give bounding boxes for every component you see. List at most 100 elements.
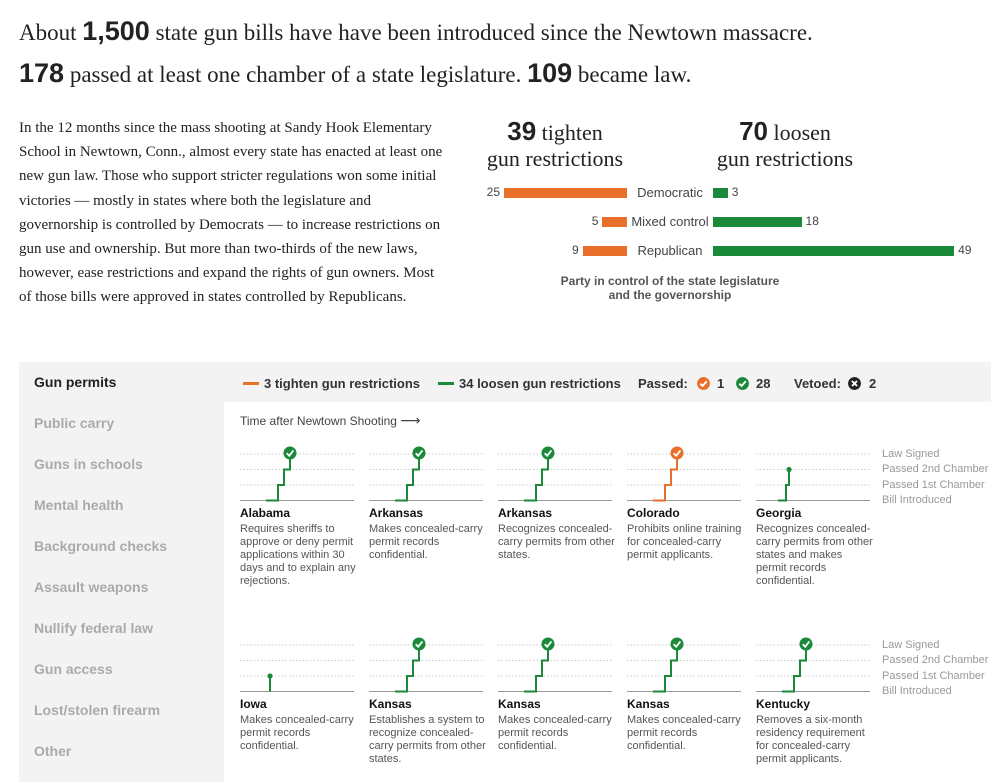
loosen-bar-value: 49 [958, 243, 972, 257]
tighten-bar-value: 25 [486, 185, 500, 199]
bill-progress-chart [498, 446, 612, 502]
stage-label: Passed 1st Chamber [882, 669, 985, 682]
nav-item-assault-weapons[interactable]: Assault weapons [34, 579, 149, 595]
bill-description: Recognizes concealed-carry permits from … [756, 523, 873, 587]
bill-card: Iowa Makes concealed-carry permit records… [240, 637, 358, 777]
bill-description: Recognizes concealed-carry permits from … [498, 523, 615, 561]
bill-progress-line [524, 454, 549, 502]
bill-progress-chart [240, 644, 354, 692]
tighten-summary: 39 tighten gun restrictions [486, 116, 624, 171]
bill-card: Alabama Requires sheriffs to approve or d… [240, 446, 358, 587]
nav-item-nullify-federal-law[interactable]: Nullify federal law [34, 620, 154, 636]
nav-item-gun-permits[interactable]: Gun permits [34, 374, 117, 390]
bill-description: Makes concealed-carry permit records con… [627, 714, 741, 752]
passed-tighten-count: 1 [717, 376, 725, 391]
bill-progress-line [653, 454, 678, 502]
bill-state-name: Iowa [240, 697, 267, 711]
bill-state-name: Arkansas [498, 506, 553, 520]
nav-item-public-carry[interactable]: Public carry [34, 415, 115, 431]
loosen-bar-value: 18 [805, 214, 819, 228]
stage-label: Bill Introduced [882, 493, 952, 506]
bill-state-name: Kansas [627, 697, 670, 711]
passed-check-icon [670, 446, 684, 460]
tighten-legend-label: 3 tighten gun restrictions [264, 376, 421, 391]
party-label: Mixed control [631, 214, 709, 229]
party-chart-caption: Party in control of the state legislatur… [560, 274, 780, 302]
bill-card: Kansas Makes concealed-carry permit recor… [498, 637, 616, 777]
loosen-legend-label: 34 loosen gun restrictions [459, 376, 621, 391]
stage-label: Law Signed [882, 448, 940, 460]
bill-progress-chart [627, 446, 741, 502]
veto-x-icon [848, 377, 861, 390]
tighten-legend-swatch [243, 382, 259, 385]
loosen-check-icon [736, 377, 749, 390]
bill-progress-chart [756, 453, 870, 502]
passed-check-icon [541, 446, 555, 460]
vetoed-count: 2 [869, 376, 877, 391]
bill-state-name: Georgia [756, 506, 802, 520]
bill-card: Kentucky Removes a six-month residency re… [756, 637, 874, 777]
nav-item-gun-access[interactable]: Gun access [34, 661, 113, 677]
passed-loosen-count: 28 [756, 376, 771, 391]
bill-card: Georgia Recognizes concealed-carry permit… [756, 446, 874, 587]
loosen-summary: 70 loosen gun restrictions [716, 116, 854, 171]
tighten-bar [582, 246, 627, 256]
bill-state-name: Arkansas [369, 506, 424, 520]
bill-progress-chart [756, 637, 870, 693]
bill-progress-line [778, 469, 790, 502]
stage-label: Passed 2nd Chamber [882, 463, 989, 476]
bill-card: Colorado Prohibits online training for co… [627, 446, 745, 586]
laws-count: 109 [527, 58, 573, 88]
nav-item-background-checks[interactable]: Background checks [34, 538, 168, 554]
tighten-bar [504, 188, 627, 198]
bill-progress-chart [369, 446, 483, 502]
bill-description: Establishes a system to recognize concea… [369, 714, 486, 765]
intro-paragraph: In the 12 months since the mass shooting… [19, 120, 443, 306]
passed-check-icon [541, 637, 555, 651]
bill-description: Makes concealed-carry permit records con… [369, 523, 483, 561]
loosen-bar-value: 3 [731, 185, 739, 199]
bill-progress-chart [627, 637, 741, 693]
passed-check-icon [670, 637, 684, 651]
party-label: Democratic [637, 185, 703, 200]
passed-check-icon [412, 446, 426, 460]
bill-description: Removes a six-month residency requiremen… [756, 714, 865, 765]
arrow-right-icon: ⟶ [400, 412, 421, 428]
bill-progress-line [524, 645, 549, 693]
nav-item-guns-in-schools[interactable]: Guns in schools [34, 456, 143, 472]
category-sidebar [19, 362, 224, 782]
bill-progress-line [395, 645, 420, 693]
bill-card: Kansas Makes concealed-carry permit recor… [627, 637, 745, 777]
loosen-bar [713, 188, 728, 198]
nav-item-mental-health[interactable]: Mental health [34, 497, 124, 513]
stage-label: Passed 1st Chamber [882, 478, 985, 491]
tighten-bar-value: 5 [591, 214, 599, 228]
time-axis-label: Time after Newtown Shooting ⟶ [240, 412, 421, 428]
bill-description: Makes concealed-carry permit records con… [240, 714, 354, 752]
bill-description: Requires sheriffs to approve or deny per… [240, 523, 356, 587]
tighten-bar-value: 9 [572, 243, 579, 257]
bills-introduced-count: 1,500 [82, 16, 150, 46]
bill-state-name: Colorado [627, 506, 680, 520]
bill-description: Makes concealed-carry permit records con… [498, 714, 612, 752]
bill-progress-line [653, 645, 678, 693]
headline-line-1: About 1,500 state gun bills have have be… [19, 16, 813, 46]
nav-item-lost-stolen-firearm[interactable]: Lost/stolen firearm [34, 702, 161, 718]
bill-card: Kansas Establishes a system to recognize … [369, 637, 487, 777]
progress-end-dot [786, 466, 792, 473]
tighten-check-icon [697, 377, 710, 390]
bill-state-name: Kansas [498, 697, 541, 711]
nav-item-other[interactable]: Other [34, 743, 72, 759]
bill-progress-line [782, 645, 807, 693]
bill-card: Arkansas Recognizes concealed-carry permi… [498, 446, 616, 586]
loosen-legend-swatch [438, 382, 454, 385]
bills-passed-count: 178 [19, 58, 65, 88]
vetoed-label: Vetoed: [794, 376, 841, 391]
tighten-bar [602, 217, 627, 227]
bill-state-name: Kansas [369, 697, 412, 711]
bill-progress-chart [240, 446, 354, 502]
loosen-bar [713, 217, 802, 227]
bill-progress-chart [498, 637, 612, 693]
bill-description: Prohibits online training for concealed-… [627, 523, 742, 561]
loosen-bar [713, 246, 955, 256]
